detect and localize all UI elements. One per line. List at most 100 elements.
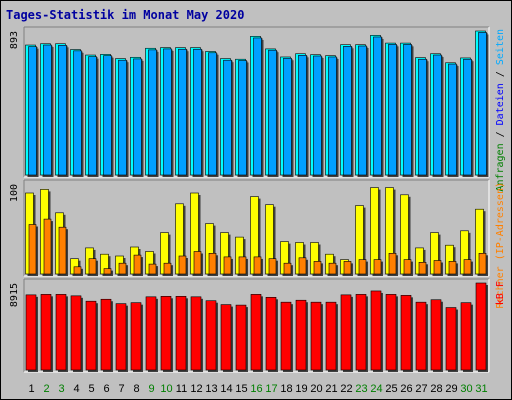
kbf-bar bbox=[475, 282, 487, 371]
side-legend-pages: Rechner (IP-Adressen) bbox=[495, 182, 506, 308]
kbf-bar bbox=[70, 295, 82, 371]
kbf-bar bbox=[430, 299, 442, 371]
kbf-bar bbox=[190, 296, 202, 371]
dateien-bar bbox=[463, 58, 472, 176]
y-max-label-hits: 893 bbox=[9, 31, 20, 49]
kbf-bar bbox=[415, 301, 427, 371]
rechner-bar bbox=[283, 262, 292, 275]
legend-entry-2: Dateien bbox=[495, 83, 506, 125]
day-label: 31 bbox=[475, 383, 487, 395]
rechner-bar bbox=[343, 261, 352, 275]
kbf-bar bbox=[460, 302, 472, 371]
dateien-bar bbox=[163, 48, 172, 176]
rechner-bar bbox=[403, 259, 412, 275]
day-label: 12 bbox=[190, 383, 202, 395]
kbf-bar bbox=[205, 300, 217, 371]
day-label: 6 bbox=[103, 383, 109, 395]
dateien-bar bbox=[133, 58, 142, 176]
day-label: 22 bbox=[340, 383, 352, 395]
legend-entry-0: Anfragen bbox=[495, 143, 506, 191]
rechner-bar bbox=[268, 258, 277, 275]
dateien-bar bbox=[73, 50, 82, 176]
rechner-bar bbox=[478, 253, 487, 275]
rechner-bar bbox=[148, 263, 157, 275]
dateien-bar bbox=[448, 63, 457, 176]
day-labels: 1 2 3 4 5 6 7 8 9 10 11 12 13 14 15 16 17 18 19 20 21 22 23 24 2… bbox=[28, 383, 487, 395]
dateien-bar bbox=[313, 55, 322, 176]
day-label: 27 bbox=[415, 383, 427, 395]
day-label: 28 bbox=[430, 383, 442, 395]
kbf-bar bbox=[325, 301, 337, 371]
rechner-bar bbox=[178, 255, 187, 275]
day-label: 4 bbox=[73, 383, 79, 395]
dateien-bar bbox=[418, 58, 427, 176]
dateien-bar bbox=[118, 59, 127, 176]
rechner-bar bbox=[43, 218, 52, 275]
dateien-bar bbox=[478, 32, 487, 176]
kbf-bar bbox=[145, 296, 157, 371]
side-legend-kb: kB F bbox=[495, 281, 506, 305]
day-label: 26 bbox=[400, 383, 412, 395]
kbf-bar bbox=[85, 300, 97, 371]
panel-hits: 893 Anfragen / Dateien / Seiten bbox=[9, 26, 506, 192]
y-max-label-kb: 8915 bbox=[9, 283, 20, 307]
legend-entry-0: Rechner (IP-Adressen) bbox=[495, 182, 506, 308]
day-label: 24 bbox=[370, 383, 382, 395]
dateien-bar bbox=[298, 55, 307, 176]
day-label: 29 bbox=[445, 383, 457, 395]
day-label: 13 bbox=[205, 383, 217, 395]
rechner-bar bbox=[313, 261, 322, 275]
dateien-bar bbox=[358, 45, 367, 176]
rechner-bar bbox=[28, 224, 37, 275]
day-label: 20 bbox=[310, 383, 322, 395]
rechner-bar bbox=[193, 251, 202, 275]
kbf-bar bbox=[100, 298, 112, 371]
day-label: 5 bbox=[88, 383, 94, 395]
kbf-bar bbox=[250, 294, 262, 371]
rechner-bar bbox=[463, 259, 472, 275]
rechner-bar bbox=[238, 256, 247, 275]
rechner-bar bbox=[388, 253, 397, 275]
day-label: 1 bbox=[28, 383, 34, 395]
dateien-bar bbox=[328, 56, 337, 176]
rechner-bar bbox=[208, 253, 217, 275]
kbf-bar bbox=[130, 302, 142, 371]
dateien-bar bbox=[178, 48, 187, 176]
dateien-bar bbox=[148, 49, 157, 176]
day-label: 2 bbox=[43, 383, 49, 395]
rechner-bar bbox=[448, 261, 457, 275]
day-label: 18 bbox=[280, 383, 292, 395]
dateien-bar bbox=[343, 46, 352, 176]
chart-title: Tages-Statistik im Monat May 2020 bbox=[6, 8, 244, 22]
day-label: 30 bbox=[460, 383, 472, 395]
kbf-bar bbox=[280, 301, 292, 371]
legend-entry-1: / bbox=[495, 125, 506, 143]
dateien-bar bbox=[373, 36, 382, 176]
rechner-bar bbox=[58, 226, 67, 275]
dateien-bar bbox=[433, 54, 442, 176]
kbf-bar bbox=[220, 304, 232, 371]
dateien-bar bbox=[238, 60, 247, 176]
kbf-bar bbox=[400, 295, 412, 371]
day-label: 17 bbox=[265, 383, 277, 395]
day-label: 9 bbox=[148, 383, 154, 395]
dateien-bar bbox=[193, 48, 202, 176]
kbf-bar bbox=[25, 294, 37, 371]
kbf-bar bbox=[355, 294, 367, 371]
kbf-bar bbox=[385, 294, 397, 371]
day-label: 25 bbox=[385, 383, 397, 395]
dateien-bar bbox=[388, 44, 397, 176]
dateien-bar bbox=[208, 52, 217, 176]
legend-entry-3: / bbox=[495, 65, 506, 83]
rechner-bar bbox=[328, 262, 337, 275]
rechner-bar bbox=[73, 266, 82, 275]
dateien-bar bbox=[253, 37, 262, 176]
day-label: 19 bbox=[295, 383, 307, 395]
day-label: 23 bbox=[355, 383, 367, 395]
y-max-label-pages: 100 bbox=[9, 184, 20, 202]
rechner-bar bbox=[253, 256, 262, 275]
rechner-bar bbox=[298, 257, 307, 275]
legend-entry-4: Seiten bbox=[495, 29, 506, 65]
rechner-bar bbox=[358, 259, 367, 275]
